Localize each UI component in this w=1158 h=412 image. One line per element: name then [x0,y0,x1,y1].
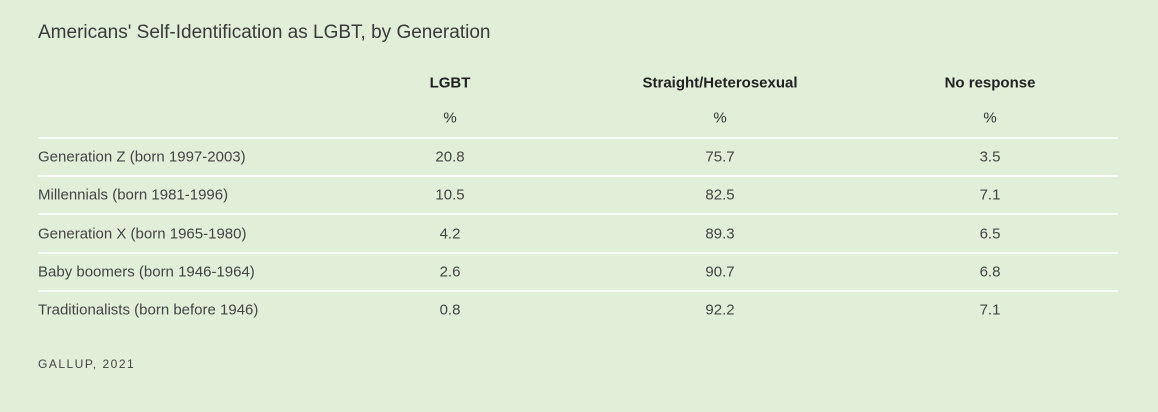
column-header: No response [944,74,1036,92]
unit-label: % [443,109,457,127]
row-label: Baby boomers (born 1946-1964) [38,263,255,281]
cell-value: 0.8 [439,301,461,319]
cell-value: 92.2 [705,301,735,319]
cell-value: 90.7 [705,263,735,281]
cell-value: 6.8 [979,263,1001,281]
row-label: Traditionalists (born before 1946) [38,301,259,319]
row-label: Millennials (born 1981-1996) [38,186,229,204]
unit-label: % [713,109,727,127]
column-header: LGBT [429,74,471,92]
cell-value: 4.2 [439,225,461,243]
column-header: Straight/Heterosexual [642,74,798,92]
cell-value: 20.8 [435,148,465,166]
row-divider [38,289,1118,292]
cell-value: 89.3 [705,225,735,243]
cell-value: 2.6 [439,263,461,281]
row-divider [38,213,1118,216]
cell-value: 3.5 [979,148,1001,166]
cell-value: 10.5 [435,186,465,204]
table-title: Americans' Self-Identification as LGBT, … [38,22,491,43]
cell-value: 7.1 [979,186,1001,204]
source: GALLUP, 2021 [38,357,136,371]
unit-label: % [983,109,997,127]
row-divider [38,175,1118,177]
row-label: Generation Z (born 1997-2003) [38,148,246,166]
cell-value: 6.5 [979,225,1001,243]
cell-value: 82.5 [705,186,735,204]
row-divider [38,137,1118,139]
cell-value: 7.1 [979,301,1001,319]
row-label: Generation X (born 1965-1980) [38,225,247,243]
row-divider [38,251,1118,254]
cell-value: 75.7 [705,148,735,166]
